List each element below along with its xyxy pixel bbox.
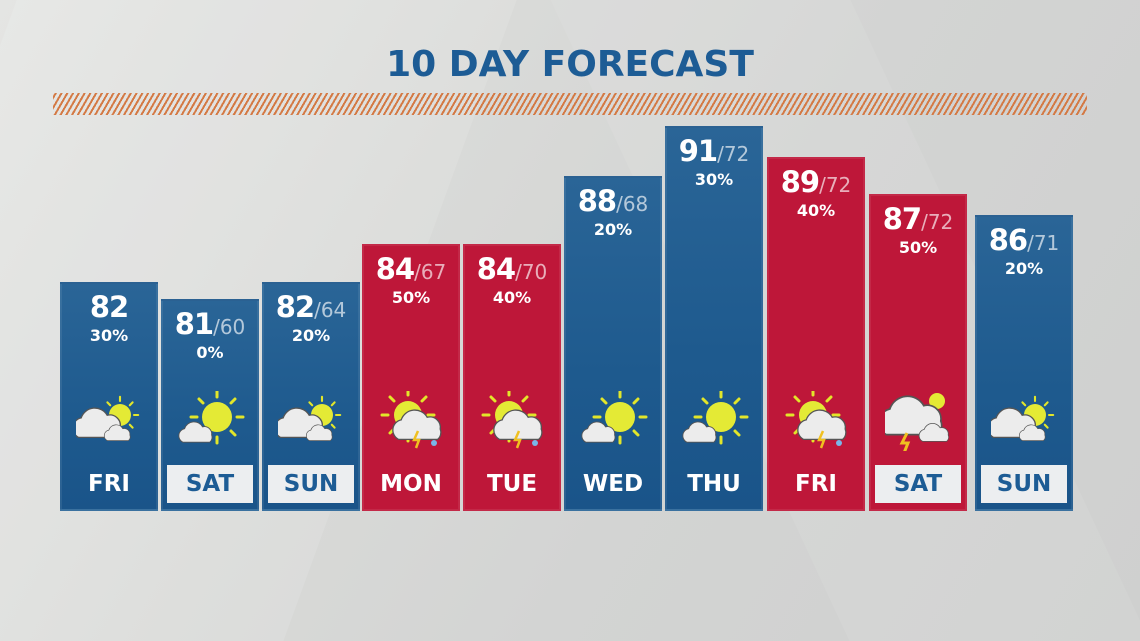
partly-cloudy-icon	[274, 391, 348, 451]
sun-thunderstorm-icon	[479, 387, 549, 451]
temperature: 86/71	[977, 223, 1071, 257]
forecast-day-bar: 84/70 40% TUE	[463, 244, 561, 511]
mostly-sunny-icon	[580, 389, 650, 451]
high-temp: 88	[577, 184, 617, 218]
precip-chance: 40%	[796, 201, 836, 220]
low-temp: /71	[1027, 231, 1060, 255]
precip-chance: 20%	[1004, 259, 1044, 278]
precip-chance: 50%	[898, 238, 938, 257]
day-label: SUN	[981, 465, 1067, 503]
day-label: TUE	[486, 471, 538, 497]
day-label: SAT	[167, 465, 253, 503]
precip-chance: 30%	[694, 170, 734, 189]
high-temp: 82	[89, 290, 129, 324]
low-temp: /70	[515, 260, 548, 284]
high-temp: 84	[476, 252, 516, 286]
high-temp: 91	[678, 134, 718, 168]
precip-chance: 30%	[89, 326, 129, 345]
temperature: 84/67	[364, 252, 458, 286]
precip-chance: 20%	[291, 326, 331, 345]
temperature: 84/70	[465, 252, 559, 286]
high-temp: 81	[174, 307, 214, 341]
high-temp: 84	[375, 252, 415, 286]
forecast-day-bar: 82/64 20% SUN	[262, 282, 360, 511]
forecast-day-bar: 84/67 50% MON	[362, 244, 460, 511]
low-temp: /60	[213, 315, 246, 339]
day-label: FRI	[88, 471, 130, 497]
day-label: SAT	[875, 465, 961, 503]
low-temp: /72	[717, 142, 750, 166]
page-title: 10 DAY FORECAST	[386, 44, 754, 85]
low-temp: /64	[314, 298, 347, 322]
forecast-day-bar: 91/72 30% THU	[665, 126, 763, 511]
forecast-day-bar: 87/72 50% SAT	[869, 194, 967, 511]
forecast-day-bar: 86/71 20% SUN	[975, 215, 1073, 511]
precip-chance: 20%	[593, 220, 633, 239]
thunderstorm-icon	[878, 391, 955, 454]
forecast-day-bar: 82 30% FRI	[60, 282, 158, 511]
day-label: THU	[687, 471, 741, 497]
temperature: 82/64	[264, 290, 358, 324]
forecast-day-bar: 88/68 20% WED	[564, 176, 662, 511]
precip-chance: 0%	[196, 343, 224, 362]
forecast-day-bar: 81/60 0% SAT	[161, 299, 259, 511]
mostly-sunny-icon	[681, 389, 751, 451]
high-temp: 86	[988, 223, 1028, 257]
sun-thunderstorm-icon	[783, 387, 853, 451]
high-temp: 89	[780, 165, 820, 199]
temperature: 89/72	[769, 165, 863, 199]
day-label: SUN	[268, 465, 354, 503]
day-label: WED	[582, 471, 644, 497]
low-temp: /72	[819, 173, 852, 197]
temperature: 91/72	[667, 134, 761, 168]
day-label: FRI	[795, 471, 837, 497]
low-temp: /72	[921, 210, 954, 234]
sun-thunderstorm-icon	[378, 387, 448, 451]
temperature: 81/60	[163, 307, 257, 341]
partly-cloudy-icon	[987, 391, 1061, 451]
temperature: 82	[62, 290, 156, 324]
temperature: 88/68	[566, 184, 660, 218]
forecast-day-bar: 89/72 40% FRI	[767, 157, 865, 511]
low-temp: /67	[414, 260, 447, 284]
title-hatch-divider	[53, 93, 1087, 115]
precip-chance: 50%	[391, 288, 431, 307]
day-label: MON	[380, 471, 442, 497]
mostly-sunny-icon	[177, 389, 247, 451]
partly-cloudy-icon	[72, 391, 146, 451]
low-temp: /68	[616, 192, 649, 216]
high-temp: 87	[882, 202, 922, 236]
precip-chance: 40%	[492, 288, 532, 307]
temperature: 87/72	[871, 202, 965, 236]
high-temp: 82	[275, 290, 315, 324]
